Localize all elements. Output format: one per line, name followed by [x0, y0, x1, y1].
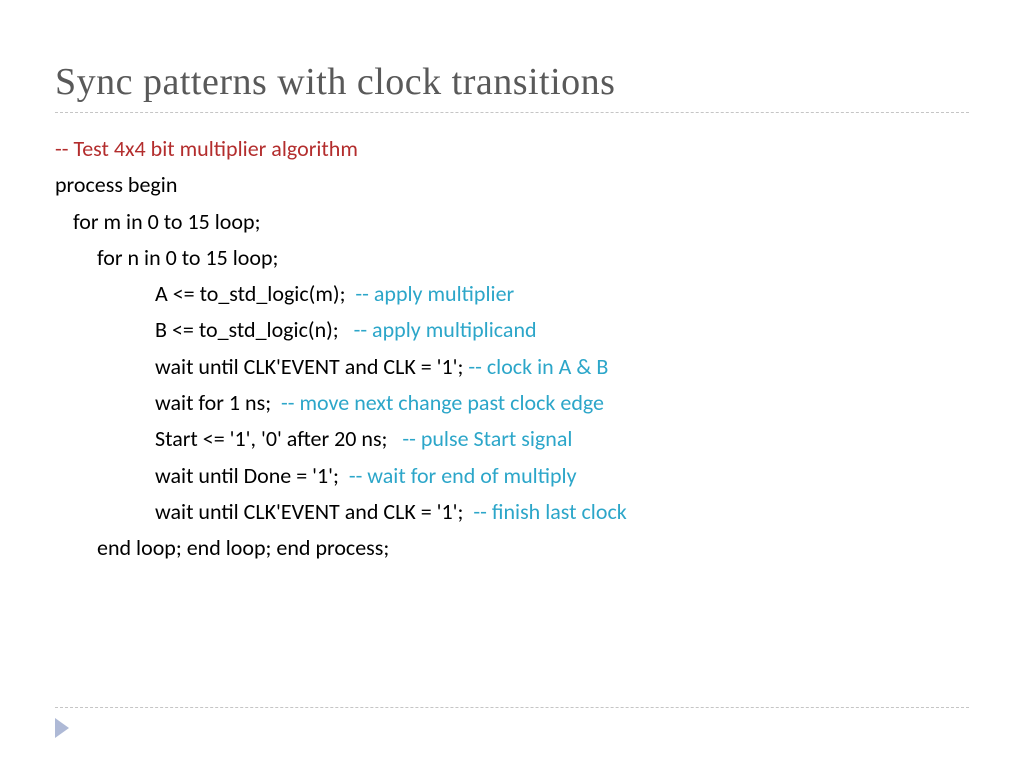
code-text: -- wait for end of multiply	[349, 462, 577, 489]
code-line: -- Test 4x4 bit multiplier algorithm	[55, 131, 969, 167]
code-line: wait until CLK'EVENT and CLK = '1'; -- c…	[55, 349, 969, 385]
code-text: process begin	[55, 171, 177, 198]
code-text: wait until CLK'EVENT and CLK = '1';	[155, 353, 468, 380]
code-line: wait until Done = '1'; -- wait for end o…	[55, 458, 969, 494]
code-line: A <= to_std_logic(m); -- apply multiplie…	[55, 276, 969, 312]
code-text: -- Test 4x4 bit multiplier algorithm	[55, 135, 358, 162]
code-text: for m in 0 to 15 loop;	[73, 208, 260, 235]
code-line: for m in 0 to 15 loop;	[55, 204, 969, 240]
divider-top	[55, 112, 969, 113]
code-line: Start <= '1', '0' after 20 ns; -- pulse …	[55, 421, 969, 457]
code-text: A <= to_std_logic(m);	[155, 280, 355, 307]
code-text: -- move next change past clock edge	[281, 389, 604, 416]
code-text: B <= to_std_logic(n);	[155, 316, 354, 343]
code-text: wait until CLK'EVENT and CLK = '1';	[155, 498, 473, 525]
code-text: for n in 0 to 15 loop;	[97, 244, 278, 271]
code-line: B <= to_std_logic(n); -- apply multiplic…	[55, 312, 969, 348]
code-text: wait for 1 ns;	[155, 389, 281, 416]
code-text: wait until Done = '1';	[155, 462, 349, 489]
code-line: for n in 0 to 15 loop;	[55, 240, 969, 276]
code-text: end loop; end loop; end process;	[97, 534, 389, 561]
code-line: wait for 1 ns; -- move next change past …	[55, 385, 969, 421]
code-text: -- finish last clock	[473, 498, 626, 525]
code-line: process begin	[55, 167, 969, 203]
slide-title: Sync patterns with clock transitions	[55, 60, 969, 104]
divider-bottom	[55, 707, 969, 708]
code-line: wait until CLK'EVENT and CLK = '1'; -- f…	[55, 494, 969, 530]
code-block: -- Test 4x4 bit multiplier algorithm proc…	[55, 131, 969, 567]
code-line: end loop; end loop; end process;	[55, 530, 969, 566]
code-text: Start <= '1', '0' after 20 ns;	[155, 425, 402, 452]
code-text: -- pulse Start signal	[402, 425, 572, 452]
code-text: -- clock in A & B	[468, 353, 608, 380]
code-text: -- apply multiplier	[355, 280, 514, 307]
code-text: -- apply multiplicand	[354, 316, 537, 343]
chevron-right-icon	[55, 718, 69, 738]
